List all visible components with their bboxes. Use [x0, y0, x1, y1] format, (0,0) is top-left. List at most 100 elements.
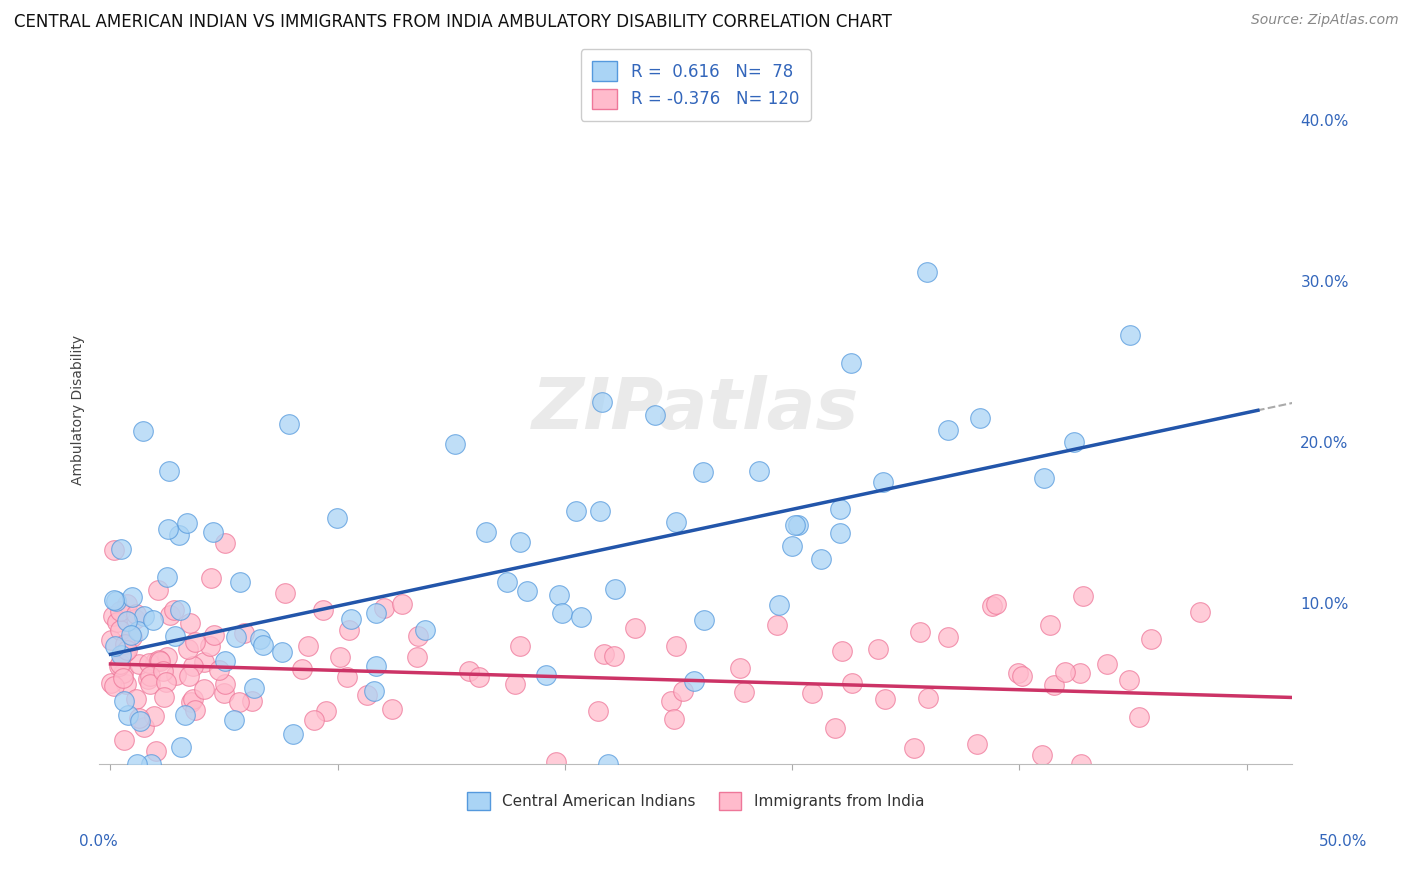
Point — [917, 691, 939, 706]
Point — [364, 658, 387, 673]
Point — [984, 597, 1007, 611]
Point — [139, 677, 162, 691]
Point — [138, 669, 160, 683]
Point — [143, 656, 166, 670]
Point — [277, 417, 299, 431]
Point — [183, 703, 205, 717]
Text: 50.0%: 50.0% — [1319, 834, 1367, 849]
Point — [214, 654, 236, 668]
Point — [1189, 605, 1212, 619]
Point — [214, 677, 236, 691]
Point — [291, 662, 314, 676]
Point — [152, 664, 174, 678]
Point — [728, 661, 751, 675]
Point — [662, 712, 685, 726]
Point — [1032, 471, 1054, 485]
Point — [682, 673, 704, 688]
Point — [1039, 618, 1062, 632]
Point — [121, 590, 143, 604]
Point — [114, 645, 136, 659]
Point — [200, 571, 222, 585]
Point — [157, 464, 180, 478]
Point — [104, 594, 127, 608]
Point — [136, 672, 159, 686]
Point — [115, 614, 138, 628]
Point — [153, 690, 176, 704]
Point — [644, 408, 666, 422]
Point — [112, 732, 135, 747]
Point — [800, 686, 823, 700]
Point — [271, 645, 294, 659]
Text: ZIPatlas: ZIPatlas — [531, 375, 859, 444]
Point — [1071, 589, 1094, 603]
Point — [165, 629, 187, 643]
Point — [1070, 756, 1092, 771]
Point — [121, 630, 143, 644]
Point — [503, 677, 526, 691]
Point — [117, 643, 139, 657]
Point — [108, 657, 131, 672]
Point — [110, 541, 132, 556]
Point — [589, 504, 612, 518]
Point — [125, 607, 148, 621]
Point — [593, 647, 616, 661]
Point — [127, 624, 149, 639]
Point — [406, 650, 429, 665]
Point — [101, 609, 124, 624]
Point — [872, 475, 894, 489]
Point — [142, 613, 165, 627]
Point — [366, 607, 388, 621]
Point — [337, 623, 360, 637]
Point — [108, 604, 131, 618]
Point — [356, 688, 378, 702]
Point — [128, 710, 150, 724]
Point — [252, 638, 274, 652]
Point — [457, 664, 479, 678]
Point — [128, 657, 150, 671]
Point — [132, 608, 155, 623]
Point — [936, 424, 959, 438]
Point — [117, 597, 139, 611]
Point — [274, 586, 297, 600]
Point — [1128, 710, 1150, 724]
Point — [228, 695, 250, 709]
Point — [1095, 657, 1118, 672]
Point — [474, 524, 496, 539]
Point — [104, 639, 127, 653]
Point — [193, 656, 215, 670]
Point — [181, 659, 204, 673]
Point — [170, 739, 193, 754]
Point — [841, 676, 863, 690]
Point — [143, 709, 166, 723]
Point — [768, 598, 790, 612]
Point — [373, 600, 395, 615]
Point — [120, 628, 142, 642]
Point — [117, 708, 139, 723]
Point — [810, 552, 832, 566]
Point — [444, 437, 467, 451]
Point — [665, 516, 688, 530]
Point — [159, 607, 181, 622]
Point — [841, 356, 863, 370]
Point — [408, 628, 430, 642]
Point — [1053, 665, 1076, 679]
Point — [1119, 328, 1142, 343]
Point — [693, 613, 716, 627]
Point — [966, 738, 988, 752]
Point — [179, 615, 201, 630]
Point — [1043, 678, 1066, 692]
Point — [903, 741, 925, 756]
Point — [224, 713, 246, 727]
Point — [824, 721, 846, 735]
Point — [936, 630, 959, 644]
Point — [145, 744, 167, 758]
Point — [180, 695, 202, 709]
Point — [782, 539, 804, 553]
Point — [155, 674, 177, 689]
Legend: Central American Indians, Immigrants from India: Central American Indians, Immigrants fro… — [461, 786, 931, 816]
Point — [468, 670, 491, 684]
Point — [100, 675, 122, 690]
Point — [103, 679, 125, 693]
Point — [202, 628, 225, 642]
Point — [103, 543, 125, 558]
